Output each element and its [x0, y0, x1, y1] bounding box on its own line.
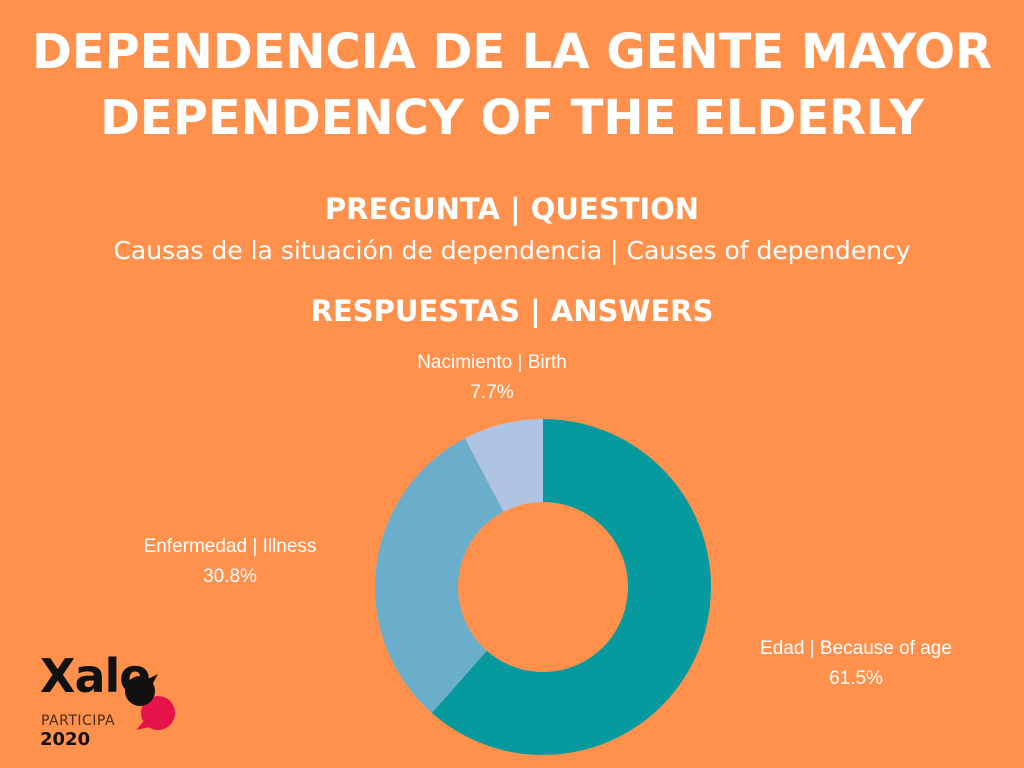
label-birth: Nacimiento | Birth 7.7% [342, 348, 642, 408]
label-illness-name: Enfermedad | Illness [143, 536, 317, 557]
answers-heading: RESPUESTAS | ANSWERS [310, 294, 714, 328]
speech-bubble-icon [125, 674, 175, 730]
label-illness: Enfermedad | Illness 30.8% [80, 532, 380, 592]
question-heading: PREGUNTA | QUESTION [324, 192, 700, 226]
logo-name: Xalo [40, 649, 151, 703]
label-birth-value: 7.7% [470, 382, 514, 403]
donut-slice-1 [375, 438, 504, 714]
donut-slice-0 [431, 419, 711, 755]
label-age-value: 61.5% [829, 668, 883, 689]
donut-slice-2 [464, 419, 543, 512]
label-illness-value: 30.8% [203, 566, 257, 587]
label-age-name: Edad | Because of age [760, 638, 952, 659]
logo-year: 2020 [40, 729, 91, 750]
logo-sub: PARTICIPA [41, 713, 116, 729]
label-age: Edad | Because of age 61.5% [706, 634, 1006, 694]
title-english: DEPENDENCY OF THE ELDERLY [100, 90, 924, 146]
xalo-participa-logo: Xalo PARTICIPA 2020 [40, 649, 190, 755]
label-birth-name: Nacimiento | Birth [417, 352, 567, 373]
title-spanish: DEPENDENCIA DE LA GENTE MAYOR [31, 24, 993, 80]
question-text: Causas de la situación de dependencia | … [113, 236, 911, 265]
